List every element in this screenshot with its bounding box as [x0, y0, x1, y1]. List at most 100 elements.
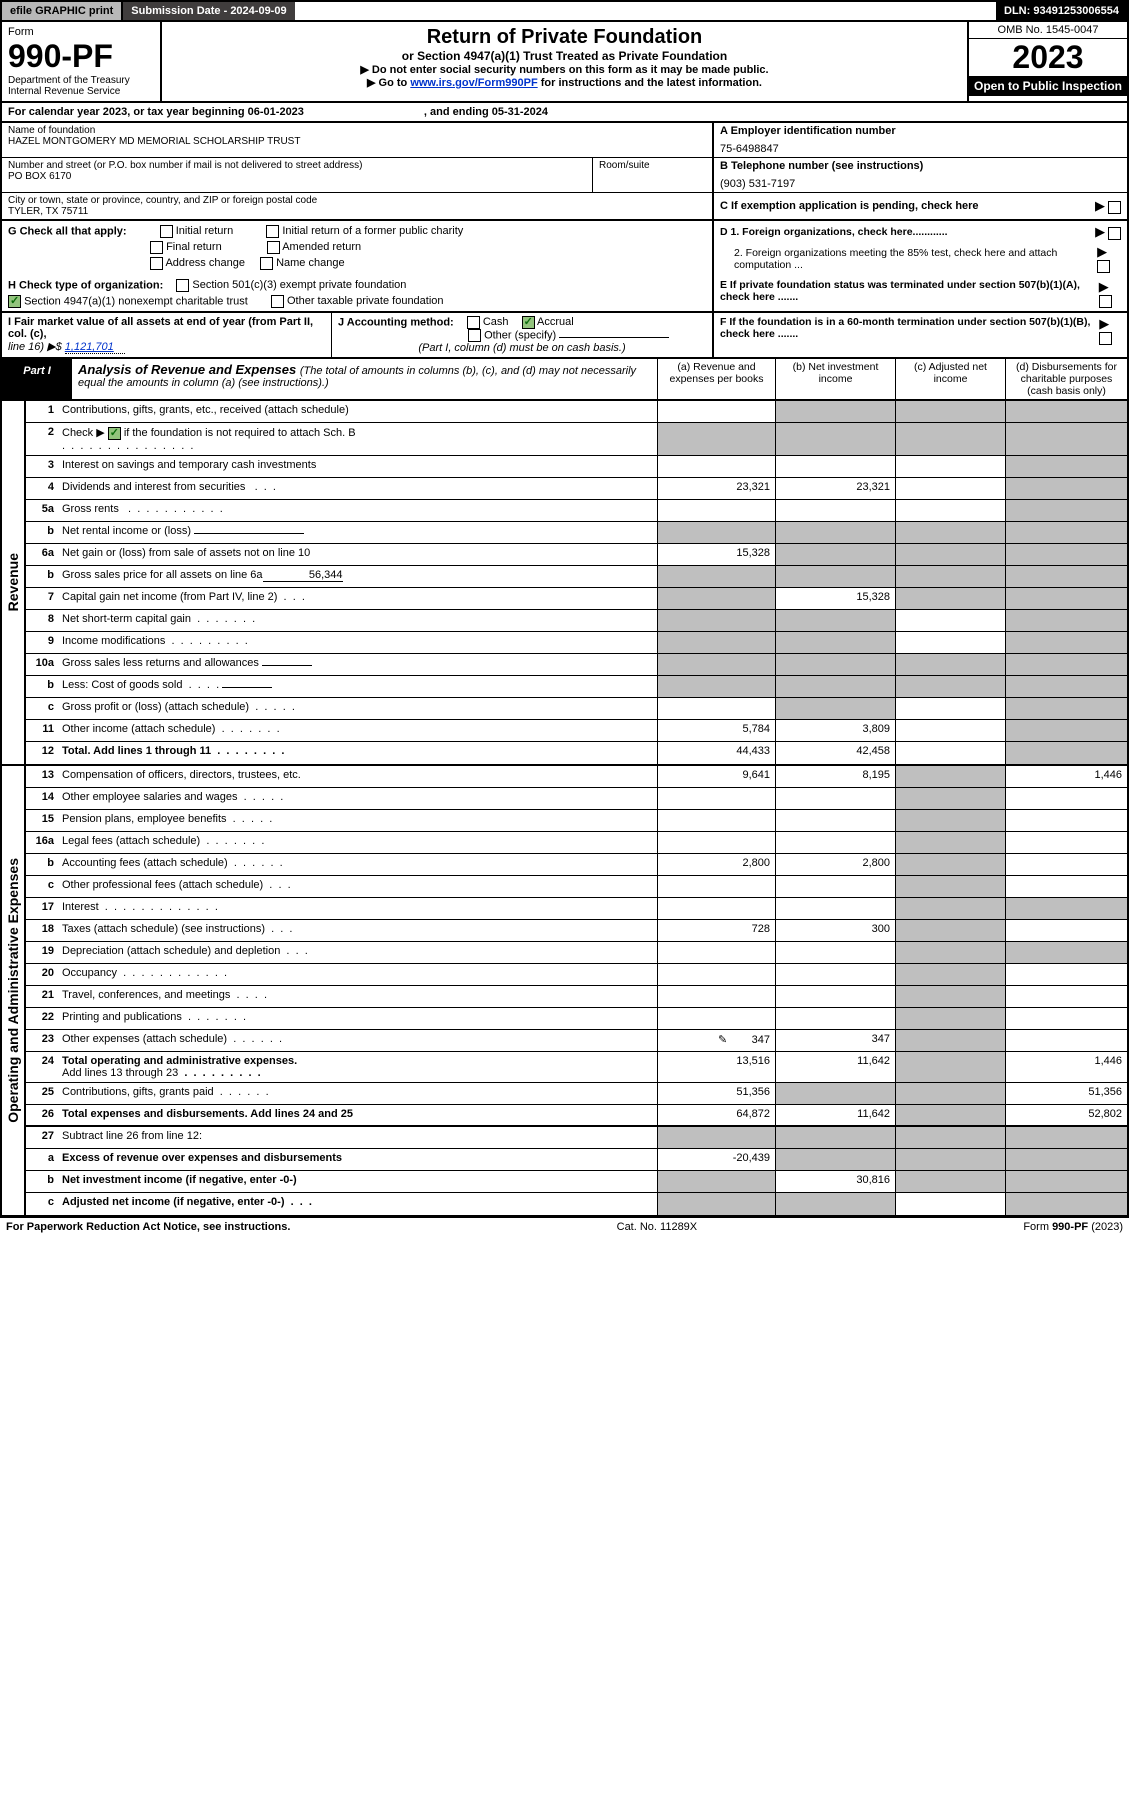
row-14: Other employee salaries and wages . . . …: [58, 788, 657, 809]
col-c-hdr: (c) Adjusted net income: [895, 359, 1005, 399]
form-number: 990-PF: [8, 38, 154, 75]
g-label: G Check all that apply:: [8, 225, 127, 237]
part1-header: Part I Analysis of Revenue and Expenses …: [0, 359, 1129, 401]
row-11: Other income (attach schedule) . . . . .…: [58, 720, 657, 741]
row-15: Pension plans, employee benefits . . . .…: [58, 810, 657, 831]
j-label: J Accounting method:: [338, 316, 454, 328]
d2-checkbox[interactable]: [1097, 260, 1110, 273]
f-checkbox[interactable]: [1099, 332, 1112, 345]
row-23: Other expenses (attach schedule) . . . .…: [58, 1030, 657, 1051]
row-6b: Gross sales price for all assets on line…: [58, 566, 657, 587]
revenue-section: Revenue 1Contributions, gifts, grants, e…: [0, 401, 1129, 766]
dept-irs: Internal Revenue Service: [8, 86, 154, 97]
dln: DLN: 93491253006554: [996, 2, 1127, 20]
row-27a: Excess of revenue over expenses and disb…: [58, 1149, 657, 1170]
g-cb-name[interactable]: [260, 257, 273, 270]
h-cb-4947[interactable]: [8, 295, 21, 308]
row-22: Printing and publications . . . . . . .: [58, 1008, 657, 1029]
addr-value: PO BOX 6170: [8, 171, 586, 182]
dept-treasury: Department of the Treasury: [8, 75, 154, 86]
g-cb-initial[interactable]: [160, 225, 173, 238]
g-cb-final[interactable]: [150, 241, 163, 254]
topbar: efile GRAPHIC print Submission Date - 20…: [0, 0, 1129, 22]
row-27b: Net investment income (if negative, ente…: [58, 1171, 657, 1192]
row-6a: Net gain or (loss) from sale of assets n…: [58, 544, 657, 565]
addr-label: Number and street (or P.O. box number if…: [8, 160, 586, 171]
row-27: Subtract line 26 from line 12:: [58, 1127, 657, 1148]
footer: For Paperwork Reduction Act Notice, see …: [0, 1217, 1129, 1236]
name-label: Name of foundation: [8, 125, 706, 136]
g-cb-initial-former[interactable]: [266, 225, 279, 238]
col-b-hdr: (b) Net investment income: [775, 359, 895, 399]
form-label: Form: [8, 26, 154, 38]
h-cb-501c3[interactable]: [176, 279, 189, 292]
footer-left: For Paperwork Reduction Act Notice, see …: [6, 1221, 290, 1233]
revenue-side-label: Revenue: [5, 553, 21, 611]
row-10b: Less: Cost of goods sold . . . .: [58, 676, 657, 697]
d1-text: D 1. Foreign organizations, check here..…: [720, 226, 948, 238]
col-a-hdr: (a) Revenue and expenses per books: [657, 359, 775, 399]
form-header: Form 990-PF Department of the Treasury I…: [0, 22, 1129, 103]
efile-btn[interactable]: efile GRAPHIC print: [2, 2, 123, 20]
addr-phone-row: Number and street (or P.O. box number if…: [0, 158, 1129, 193]
g-cb-amended[interactable]: [267, 241, 280, 254]
c-text: C If exemption application is pending, c…: [720, 200, 979, 212]
j-cb-other[interactable]: [468, 329, 481, 342]
row-27c: Adjusted net income (if negative, enter …: [58, 1193, 657, 1215]
row-18: Taxes (attach schedule) (see instruction…: [58, 920, 657, 941]
form-subtitle: or Section 4947(a)(1) Trust Treated as P…: [168, 49, 961, 63]
e-checkbox[interactable]: [1099, 295, 1112, 308]
form-note1: ▶ Do not enter social security numbers o…: [168, 63, 961, 76]
row-17: Interest . . . . . . . . . . . . .: [58, 898, 657, 919]
tax-year: 2023: [969, 39, 1127, 76]
g-d-row: G Check all that apply: Initial return I…: [0, 221, 1129, 276]
i-j-f-row: I Fair market value of all assets at end…: [0, 313, 1129, 359]
foundation-name: HAZEL MONTGOMERY MD MEMORIAL SCHOLARSHIP…: [8, 136, 706, 147]
r2-checkbox[interactable]: [108, 427, 121, 440]
row-9: Income modifications . . . . . . . . .: [58, 632, 657, 653]
expenses-side-label: Operating and Administrative Expenses: [5, 858, 21, 1123]
footer-right: Form 990-PF (2023): [1023, 1221, 1123, 1233]
omb-number: OMB No. 1545-0047: [969, 22, 1127, 39]
city-c-row: City or town, state or province, country…: [0, 193, 1129, 221]
part1-label: Part I: [2, 359, 72, 399]
row-1: Contributions, gifts, grants, etc., rece…: [58, 401, 657, 422]
i-value-link[interactable]: 1,121,701: [65, 341, 125, 354]
row-3: Interest on savings and temporary cash i…: [58, 456, 657, 477]
form-note2: ▶ Go to www.irs.gov/Form990PF for instru…: [168, 76, 961, 89]
h-cb-other[interactable]: [271, 295, 284, 308]
expenses-section: Operating and Administrative Expenses 13…: [0, 766, 1129, 1217]
c-checkbox[interactable]: [1108, 201, 1121, 214]
city-value: TYLER, TX 75711: [8, 206, 706, 217]
g-cb-address[interactable]: [150, 257, 163, 270]
room-suite: Room/suite: [592, 158, 712, 192]
pencil-icon[interactable]: ✎: [718, 1034, 727, 1046]
ein-label: A Employer identification number: [720, 125, 1121, 137]
row-10a: Gross sales less returns and allowances: [58, 654, 657, 675]
irs-link[interactable]: www.irs.gov/Form990PF: [410, 77, 537, 89]
j-cb-cash[interactable]: [467, 316, 480, 329]
row-2: Check ▶ if the foundation is not require…: [58, 423, 657, 455]
d1-checkbox[interactable]: [1108, 227, 1121, 240]
col-d-hdr: (d) Disbursements for charitable purpose…: [1005, 359, 1127, 399]
h-e-row: H Check type of organization: Section 50…: [0, 276, 1129, 313]
row-8: Net short-term capital gain . . . . . . …: [58, 610, 657, 631]
row-12: Total. Add lines 1 through 11 . . . . . …: [58, 742, 657, 764]
row-10c: Gross profit or (loss) (attach schedule)…: [58, 698, 657, 719]
row-16b: Accounting fees (attach schedule) . . . …: [58, 854, 657, 875]
row-5b: Net rental income or (loss): [58, 522, 657, 543]
open-inspection: Open to Public Inspection: [969, 76, 1127, 96]
phone-label: B Telephone number (see instructions): [720, 160, 1121, 172]
part1-title: Analysis of Revenue and Expenses: [78, 362, 300, 377]
calendar-year-row: For calendar year 2023, or tax year begi…: [0, 103, 1129, 123]
ein-value: 75-6498847: [720, 137, 1121, 155]
j-cb-accrual[interactable]: [522, 316, 535, 329]
name-ein-row: Name of foundation HAZEL MONTGOMERY MD M…: [0, 123, 1129, 158]
form-title: Return of Private Foundation: [168, 26, 961, 49]
row-13: Compensation of officers, directors, tru…: [58, 766, 657, 787]
footer-center: Cat. No. 11289X: [617, 1221, 698, 1233]
row-26: Total expenses and disbursements. Add li…: [58, 1105, 657, 1125]
row-5a: Gross rents . . . . . . . . . . .: [58, 500, 657, 521]
j-note: (Part I, column (d) must be on cash basi…: [338, 342, 706, 354]
e-text: E If private foundation status was termi…: [720, 279, 1099, 308]
